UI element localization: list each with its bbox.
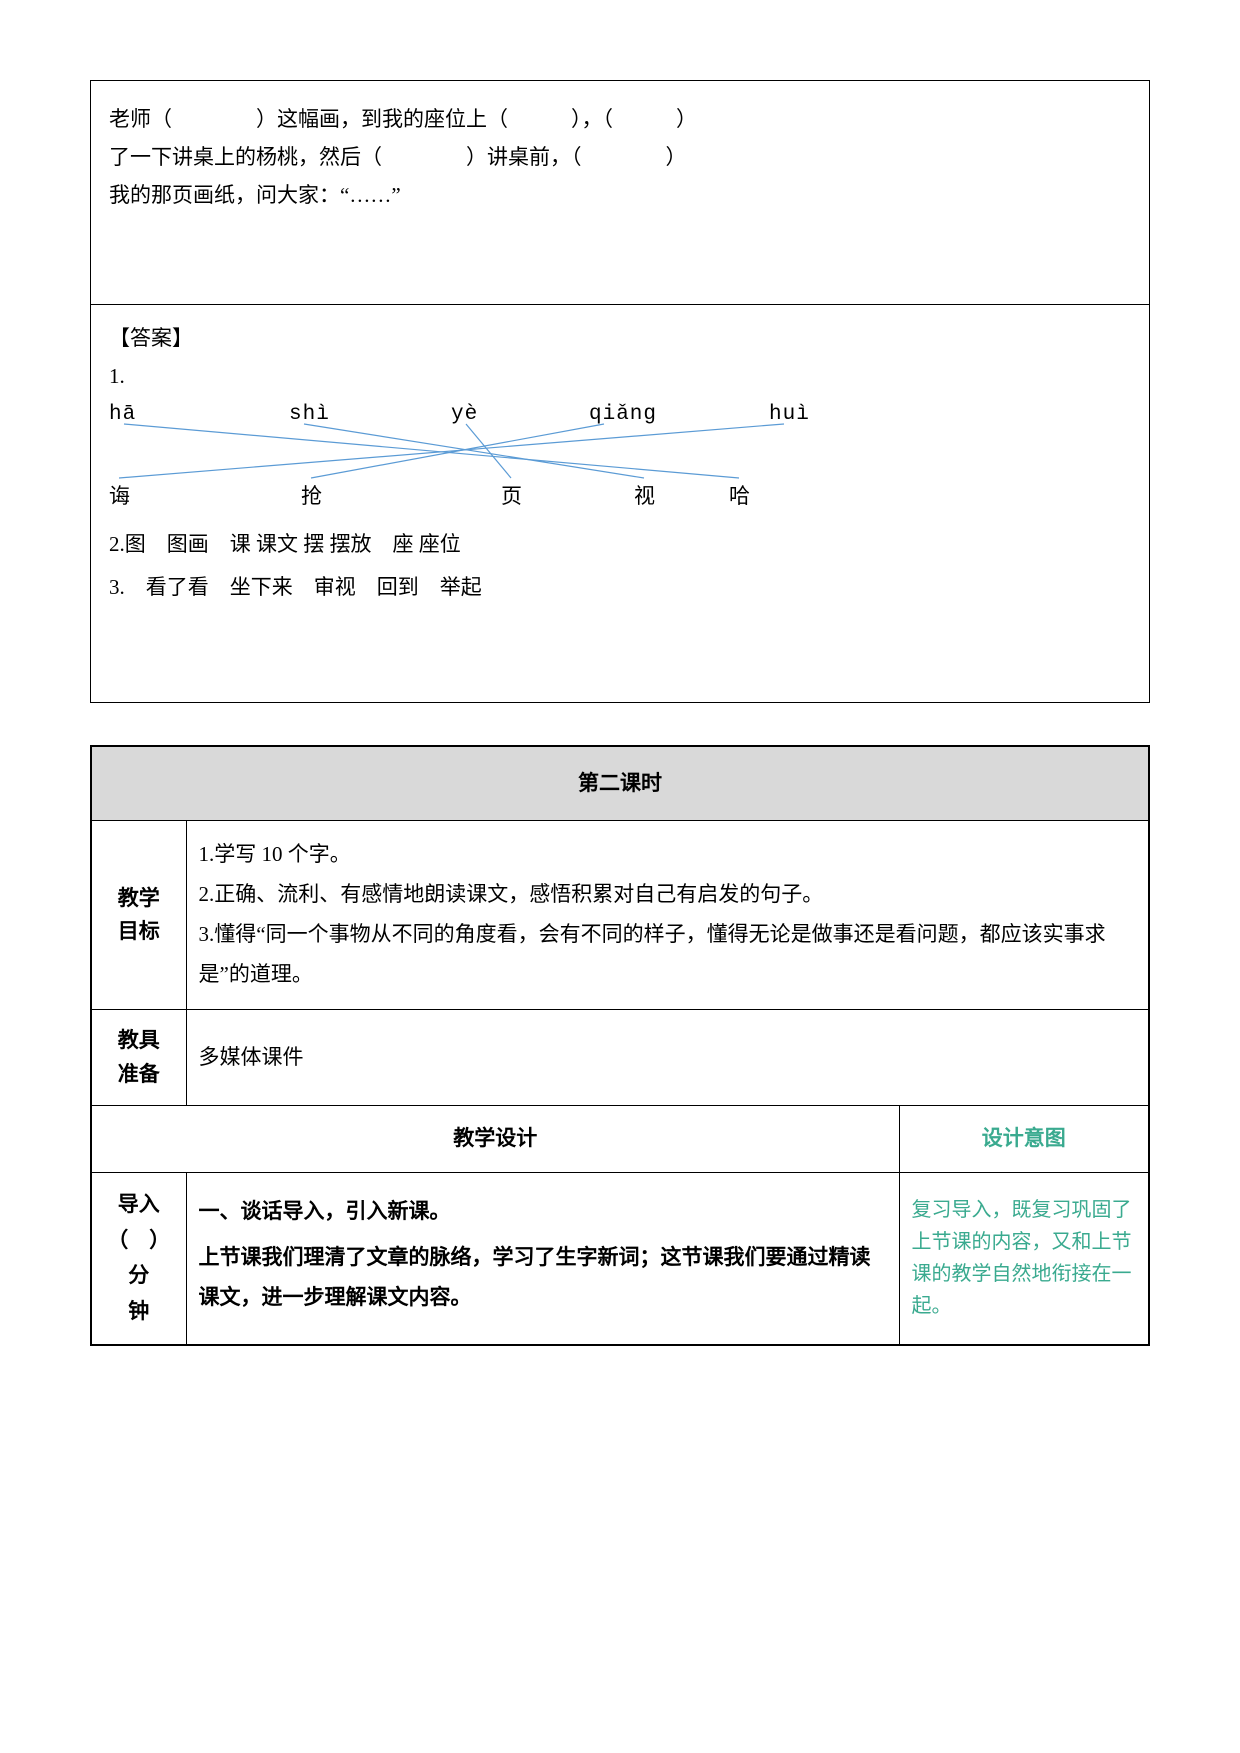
lesson-title: 第二课时 (91, 746, 1149, 821)
objective-item: 1.学写 10 个字。 (199, 835, 1137, 875)
exercise-answer-box: 老师（ ）这幅画，到我的座位上（ ），（ ） 了一下讲桌上的杨桃，然后（ ）讲桌… (90, 80, 1150, 703)
answer-2: 2.图 图画 课 课文 摆 摆放 座 座位 (109, 526, 1131, 564)
objective-item: 2.正确、流利、有感情地朗读课文，感悟积累对自己有启发的句子。 (199, 875, 1137, 915)
answer-1-label: 1. (109, 358, 1131, 396)
intent-header: 设计意图 (899, 1106, 1149, 1173)
answer-text-block: 2.图 图画 课 课文 摆 摆放 座 座位 3. 看了看 坐下来 审视 回到 举… (109, 526, 1131, 607)
char-item: 视 (634, 480, 656, 518)
import-intent: 复习导入，既复习巩固了上节课的内容，又和上节课的教学自然地衔接在一起。 (899, 1172, 1149, 1344)
answer-3: 3. 看了看 坐下来 审视 回到 举起 (109, 569, 1131, 607)
matching-lines (109, 416, 1131, 486)
import-content: 一、谈话导入，引入新课。上节课我们理清了文章的脉络，学习了生字新词；这节课我们要… (186, 1172, 899, 1344)
pinyin-matching: hāshìyèqiǎnɡhuì 诲抢页视哈 (109, 396, 1131, 516)
char-item: 抢 (301, 480, 323, 518)
lesson-plan-table: 第二课时 教学目标 1.学写 10 个字。2.正确、流利、有感情地朗读课文，感悟… (90, 745, 1150, 1346)
tools-label: 教具准备 (91, 1009, 186, 1105)
spacer (90, 703, 1150, 745)
char-item: 诲 (109, 480, 131, 518)
char-item: 哈 (729, 480, 751, 518)
design-header: 教学设计 (91, 1106, 899, 1173)
exercise-line-1: 老师（ ）这幅画，到我的座位上（ ），（ ） (109, 101, 1131, 139)
import-item: 上节课我们理清了文章的脉络，学习了生字新词；这节课我们要通过精读课文，进一步理解… (199, 1238, 887, 1318)
exercise-line-2: 了一下讲桌上的杨桃，然后（ ）讲桌前，（ ） (109, 139, 1131, 177)
objective-label: 教学目标 (91, 821, 186, 1010)
tools-content: 多媒体课件 (186, 1009, 1149, 1105)
exercise-line-3: 我的那页画纸，问大家：“……” (109, 177, 1131, 215)
char-item: 页 (501, 480, 523, 518)
answer-section: 【答案】 1. hāshìyèqiǎnɡhuì 诲抢页视哈 2.图 图画 课 课… (91, 305, 1149, 701)
exercise-section: 老师（ ）这幅画，到我的座位上（ ），（ ） 了一下讲桌上的杨桃，然后（ ）讲桌… (91, 81, 1149, 305)
answer-header: 【答案】 (109, 320, 1131, 358)
objective-item: 3.懂得“同一个事物从不同的角度看，会有不同的样子，懂得无论是做事还是看问题，都… (199, 915, 1137, 995)
objective-content: 1.学写 10 个字。2.正确、流利、有感情地朗读课文，感悟积累对自己有启发的句… (186, 821, 1149, 1010)
import-label: 导入（ ）分钟 (91, 1172, 186, 1344)
import-item: 一、谈话导入，引入新课。 (199, 1192, 887, 1232)
